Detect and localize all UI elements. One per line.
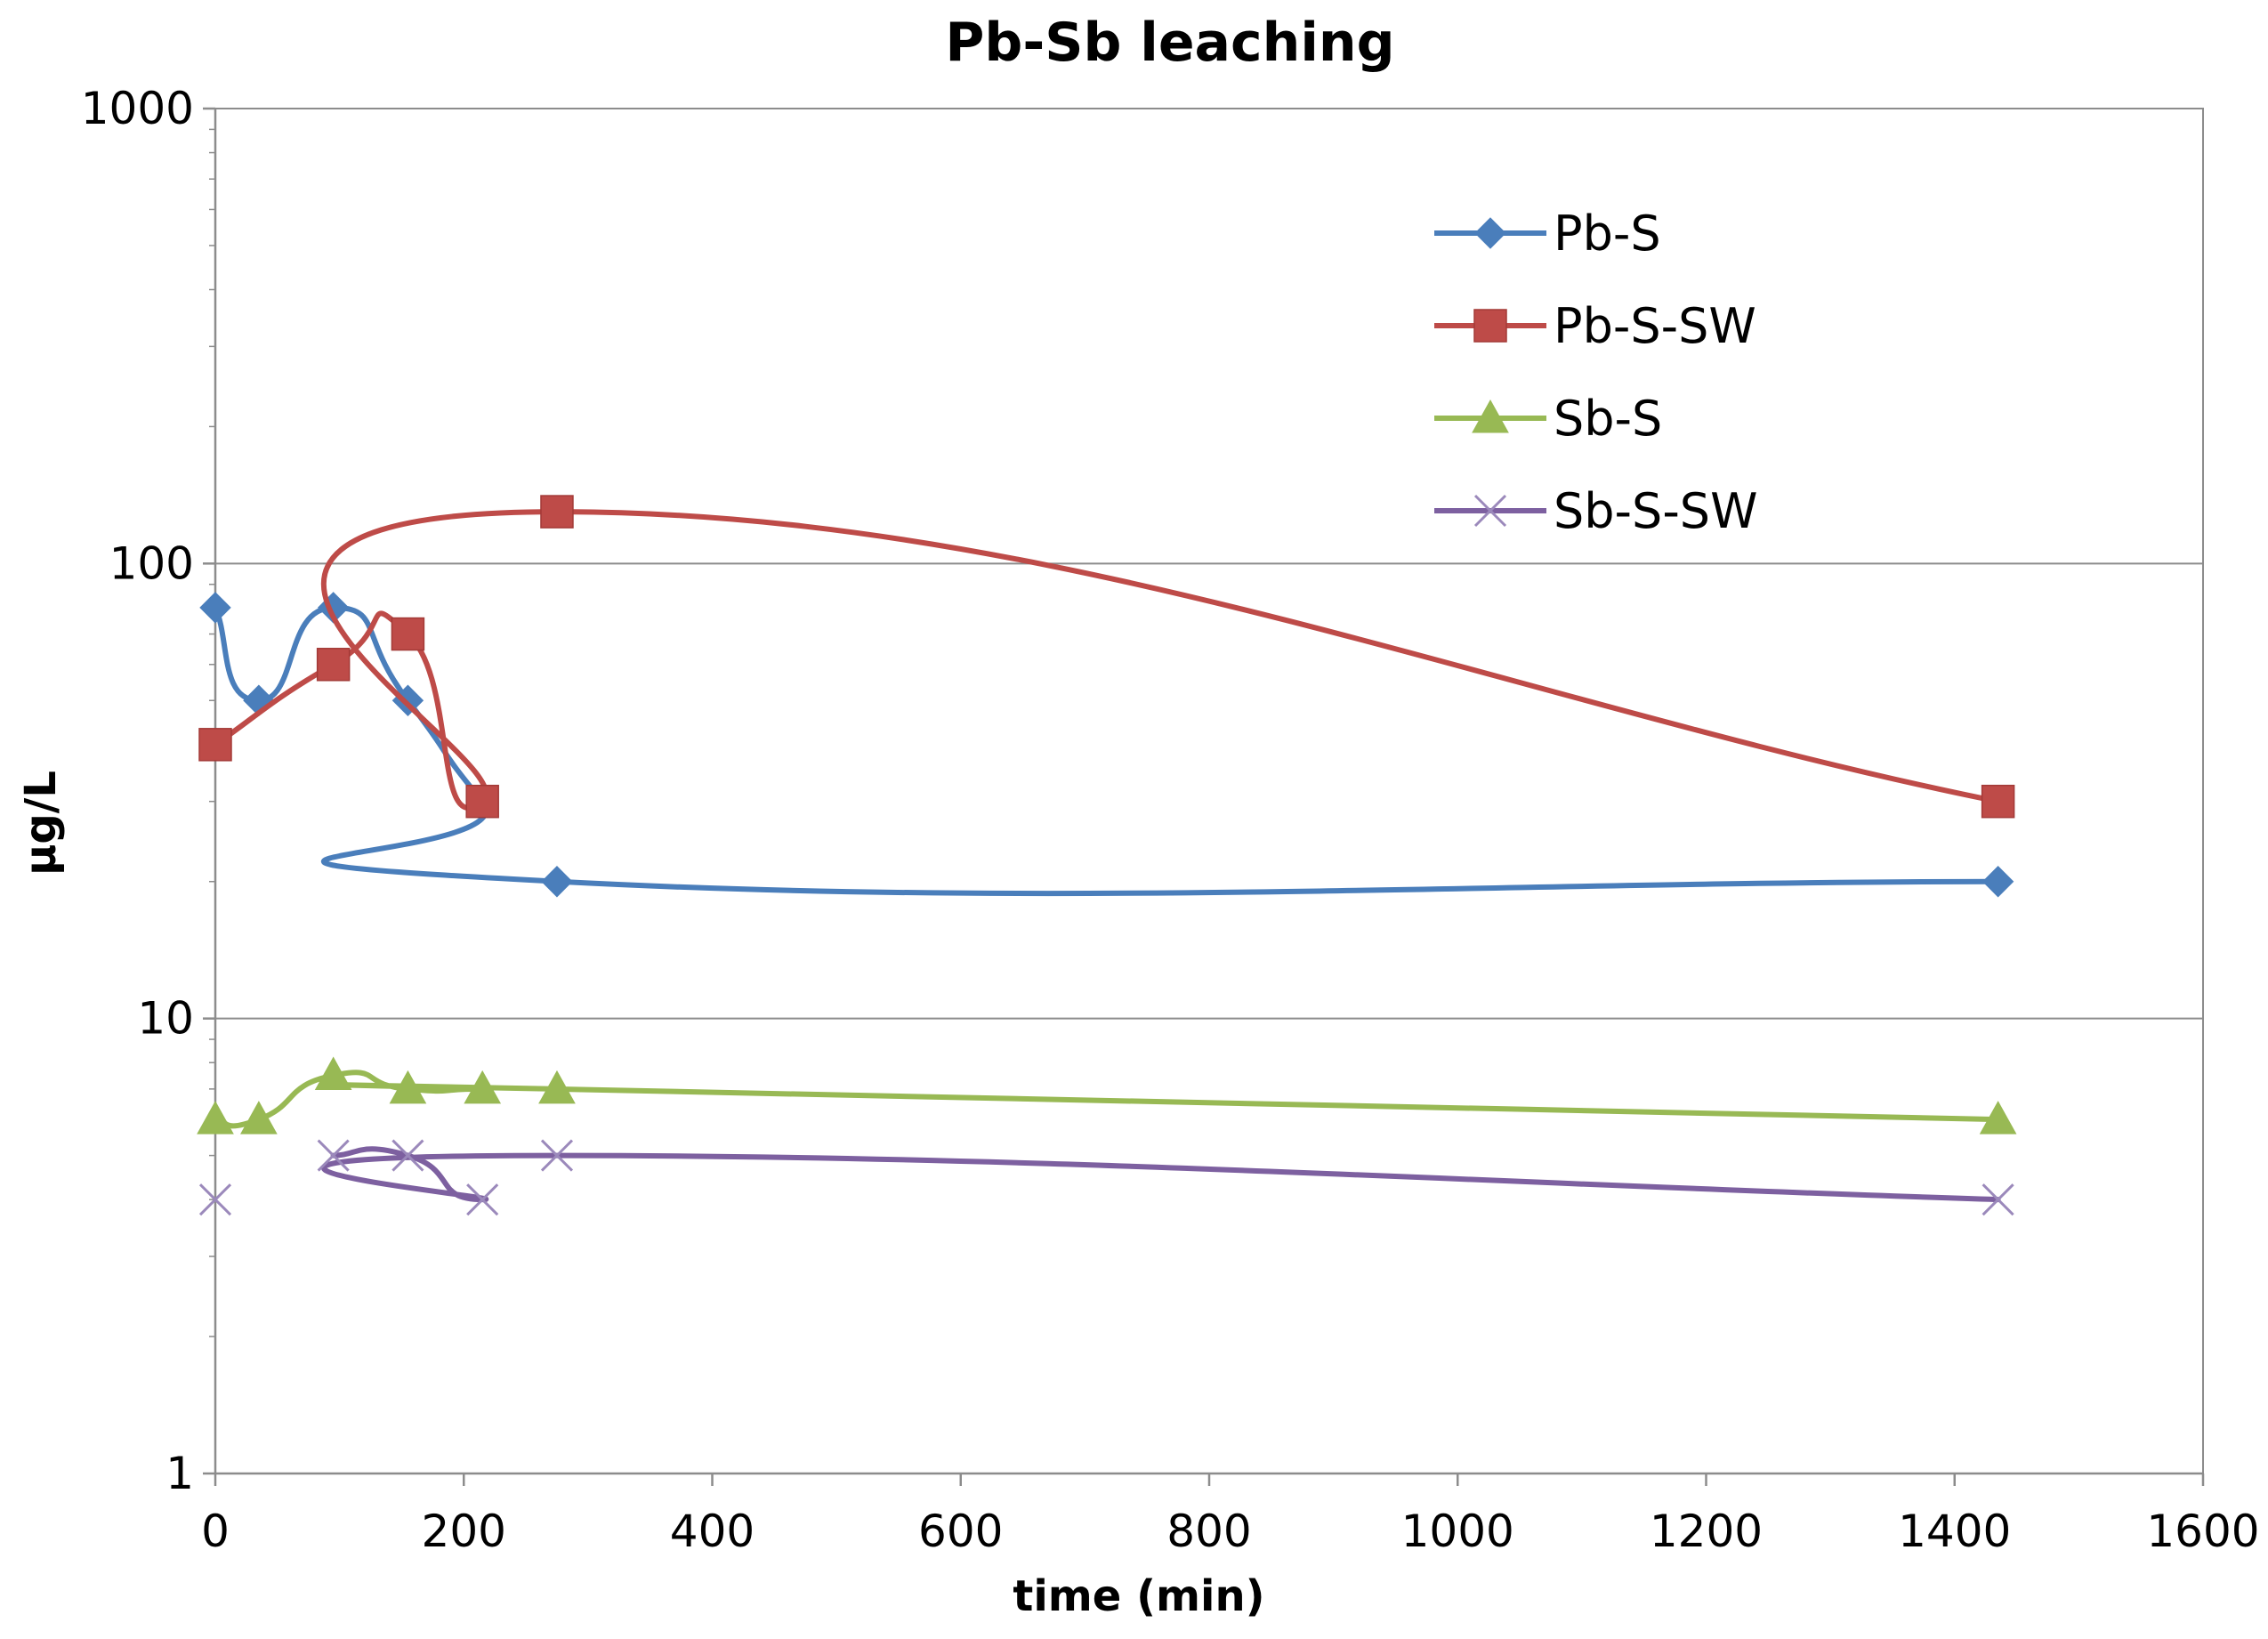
data-point-sb-s	[464, 1070, 502, 1104]
data-point-pb-s-sw	[316, 648, 351, 682]
data-point-sb-s-sw	[317, 1139, 350, 1172]
data-point-sb-s	[314, 1056, 352, 1091]
legend-marker-sb-s	[1472, 399, 1509, 433]
legend: Pb-S Pb-S-SW Sb-S Sb-S-SW	[1434, 206, 1757, 539]
data-point-sb-s	[538, 1070, 576, 1104]
series-line-pb-s	[213, 604, 2001, 897]
data-point-sb-s-sw-stroke-b	[466, 1183, 499, 1216]
y-tick-label: 10	[137, 993, 194, 1045]
legend-marker-sb-s-sw-stroke-b	[1473, 494, 1507, 528]
data-point-sb-s	[389, 1070, 427, 1104]
data-point-sb-s-sw-stroke-b	[198, 1183, 232, 1216]
data-point-pb-s-sw	[465, 784, 499, 819]
x-tick-label: 200	[422, 1506, 506, 1557]
x-tick-labels: 0 200 400 600 800 1000 1200 1400 1600	[201, 1506, 2260, 1557]
axes	[203, 107, 2205, 1486]
x-tick-label: 1600	[2146, 1506, 2259, 1557]
series-line-sb-s-sw	[320, 1146, 2001, 1203]
data-point-sb-s	[197, 1101, 234, 1134]
data-point-sb-s-sw-stroke-b	[1981, 1183, 2014, 1216]
data-point-sb-s-sw-stroke-b	[317, 1139, 350, 1172]
legend-label-sb-s: Sb-S	[1554, 391, 1662, 447]
series-pb-s-sw	[198, 495, 2015, 819]
series-line-pb-s-sw	[213, 509, 2001, 811]
data-point-pb-s-sw	[540, 495, 574, 529]
series-sb-s-sw	[198, 1139, 2014, 1216]
data-point-sb-s-sw-stroke-b	[540, 1139, 574, 1172]
legend-entry-sb-s-sw: Sb-S-SW	[1434, 483, 1757, 539]
x-tick-label: 1000	[1401, 1506, 1514, 1557]
x-tick-label: 0	[201, 1506, 230, 1557]
series-layer	[197, 495, 2017, 1216]
data-point-sb-s-sw	[198, 1183, 232, 1216]
series-sb-s	[197, 1056, 2017, 1134]
data-point-sb-s-sw	[391, 1139, 424, 1172]
data-point-sb-s-sw	[1981, 1183, 2014, 1216]
x-tick-label: 1200	[1650, 1506, 1763, 1557]
data-point-sb-s	[1979, 1101, 2017, 1134]
chart-title: Pb-Sb leaching	[945, 12, 1394, 74]
legend-label-pb-s-sw: Pb-S-SW	[1554, 298, 1756, 354]
y-tick-label: 1000	[81, 83, 194, 134]
data-point-pb-s-sw	[391, 617, 425, 651]
y-tick-label: 100	[109, 537, 194, 589]
legend-marker-sb-s-sw	[1473, 494, 1507, 528]
x-tick-label: 400	[670, 1506, 755, 1557]
y-axis-label: µg/L	[16, 771, 66, 876]
data-point-sb-s-sw-stroke-b	[391, 1139, 424, 1172]
x-tick-label: 1400	[1898, 1506, 2011, 1557]
data-point-sb-s-sw	[540, 1139, 574, 1172]
x-axis-label: time (min)	[1013, 1571, 1264, 1621]
data-point-pb-s	[1981, 866, 2014, 898]
legend-entry-pb-s: Pb-S	[1434, 206, 1661, 262]
y-tick-label: 1	[165, 1448, 194, 1499]
data-point-sb-s	[240, 1101, 278, 1134]
legend-entry-sb-s: Sb-S	[1434, 391, 1662, 447]
data-point-pb-s-sw	[1981, 784, 2015, 819]
data-point-pb-s	[541, 866, 573, 898]
data-point-sb-s-sw	[466, 1183, 499, 1216]
data-point-pb-s-sw	[198, 728, 232, 762]
data-point-pb-s	[199, 592, 231, 624]
legend-marker-pb-s	[1474, 217, 1506, 249]
legend-marker-pb-s-sw	[1473, 309, 1507, 343]
x-tick-label: 800	[1166, 1506, 1251, 1557]
y-tick-labels: 1 10 100 1000	[81, 83, 194, 1499]
legend-entry-pb-s-sw: Pb-S-SW	[1434, 298, 1756, 354]
x-tick-label: 600	[918, 1506, 1003, 1557]
legend-label-sb-s-sw: Sb-S-SW	[1554, 483, 1757, 539]
grid-lines	[215, 562, 2203, 1020]
legend-label-pb-s: Pb-S	[1554, 206, 1661, 262]
